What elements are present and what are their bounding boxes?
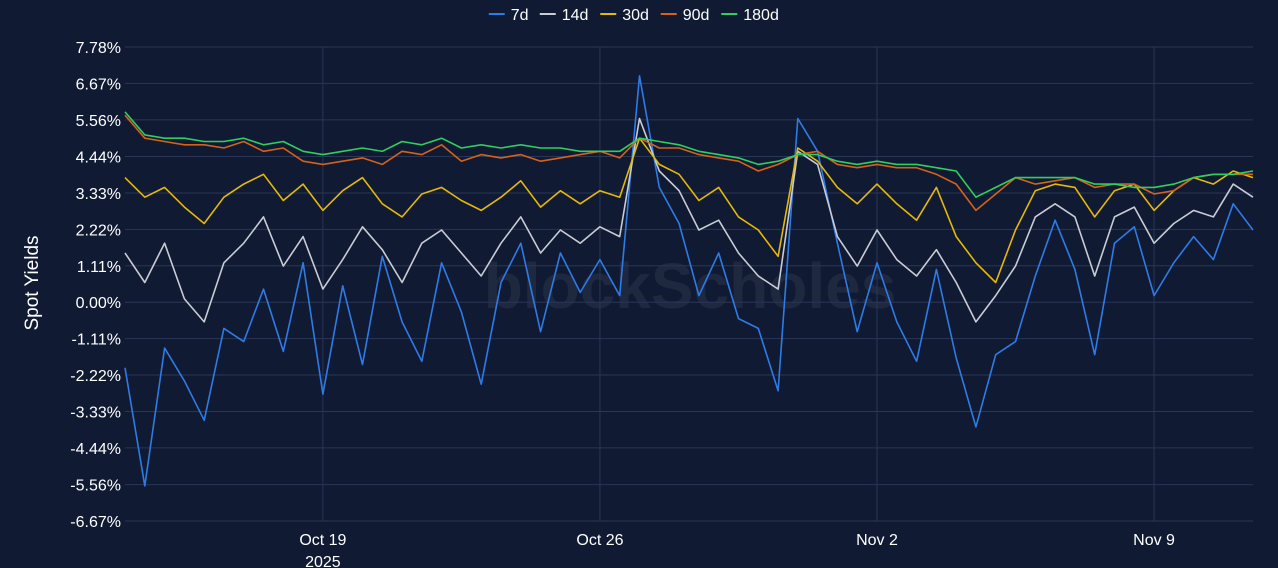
y-tick-label: -6.67% [70,514,121,531]
y-tick-label: -5.56% [70,478,121,495]
legend-item-7d[interactable]: 7d [488,7,529,24]
y-axis-label: Spot Yields [22,235,43,330]
series-line-7d [124,75,1254,487]
series-lines [124,75,1254,487]
x-tick-sublabel: 2025 [305,554,341,568]
y-tick-label: 3.33% [76,186,121,203]
legend[interactable]: 7d 14d 30d 90d 180d [488,7,779,24]
x-tick-label: Nov 2 [856,532,898,549]
y-tick-label: 7.78% [76,40,121,57]
x-tick-label: Nov 9 [1133,532,1175,549]
x-tick-label: Oct 19 [299,532,346,549]
legend-label-14d: 14d [562,7,589,24]
legend-label-180d: 180d [743,7,779,24]
legend-label-90d: 90d [683,7,710,24]
legend-item-30d[interactable]: 30d [600,7,649,24]
gridlines [125,46,1253,522]
series-line-30d [124,137,1254,284]
series-line-90d [124,114,1253,212]
y-tick-label: 2.22% [76,222,121,239]
y-tick-label: -1.11% [71,332,121,349]
y-tick-label: -4.44% [70,441,121,458]
legend-label-7d: 7d [511,7,529,24]
y-tick-label: 5.56% [76,113,121,130]
y-tick-label: 6.67% [76,76,121,93]
y-tick-label: -3.33% [70,404,121,421]
y-tick-label: 4.44% [76,150,121,167]
y-tick-label: -2.22% [70,368,121,385]
y-axis-ticks: 7.78% 6.67% 5.56% 4.44% 3.33% 2.22% 1.11% 0.00%… [70,40,121,531]
x-tick-label: Oct 26 [576,532,623,549]
x-axis-ticks: Oct 19 2025 Oct 26 Nov 2 Nov 9 [299,532,1175,568]
legend-item-90d[interactable]: 90d [660,7,710,24]
series-line-180d [124,111,1254,198]
series-line-14d [124,117,1254,323]
legend-item-180d[interactable]: 180d [721,7,779,24]
y-tick-label: 0.00% [76,295,121,312]
y-tick-label: 1.11% [77,259,121,276]
legend-item-14d[interactable]: 14d [539,7,589,24]
legend-label-30d: 30d [622,7,649,24]
